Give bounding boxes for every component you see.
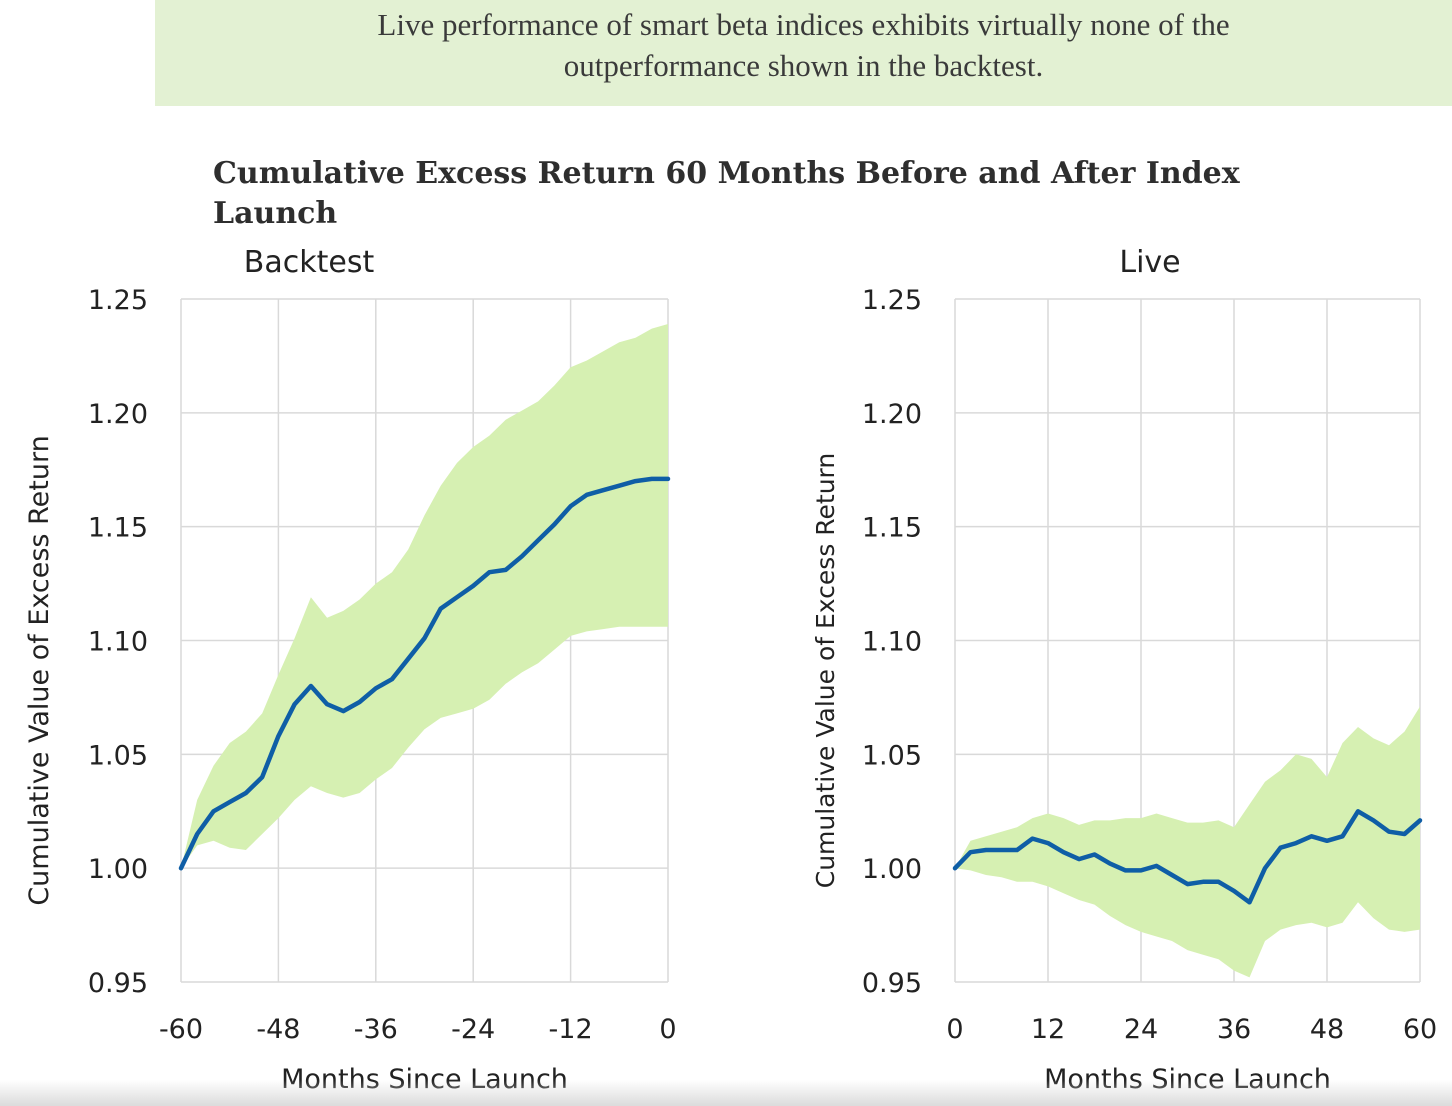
backtest-x-tick-label: 0 — [659, 1014, 676, 1045]
backtest-y-tick-label: 1.00 — [88, 854, 148, 885]
backtest-y-axis-title: Cumulative Value of Excess Return — [24, 435, 55, 905]
live-range-band — [955, 706, 1420, 978]
live-y-tick-label: 1.15 — [862, 513, 922, 544]
backtest-y-tick-label: 1.10 — [88, 627, 148, 658]
backtest-x-tick-label: -48 — [256, 1014, 300, 1045]
live-y-tick-label: 1.25 — [862, 285, 922, 316]
live-x-tick-label: 60 — [1403, 1014, 1437, 1045]
takeaway-text: Live performance of smart beta indices e… — [155, 4, 1452, 86]
backtest-average-line — [178, 476, 671, 871]
live-y-tick-label: 1.05 — [862, 740, 922, 771]
backtest-x-tick-label: -24 — [451, 1014, 495, 1045]
backtest-x-tick-label: -12 — [549, 1014, 593, 1045]
live-y-tick-label: 1.10 — [862, 627, 922, 658]
backtest-panel-title: Backtest — [244, 245, 375, 280]
live-panel-title: Live — [1119, 245, 1180, 280]
live-x-tick-label: 12 — [1031, 1014, 1065, 1045]
backtest-x-axis-title: Months Since Launch — [281, 1064, 568, 1095]
backtest-y-tick-label: 1.15 — [88, 513, 148, 544]
live-x-tick-label: 24 — [1124, 1014, 1158, 1045]
takeaway-line-2: outperformance shown in the backtest. — [563, 48, 1044, 83]
live-x-tick-label: 0 — [946, 1014, 963, 1045]
chart-title-line-1: Cumulative Excess Return 60 Months Befor… — [213, 156, 1240, 191]
backtest-range-band — [181, 324, 668, 869]
backtest-y-tick-label: 1.25 — [88, 285, 148, 316]
live-average-line — [952, 809, 1423, 905]
live-x-tick-label: 48 — [1310, 1014, 1344, 1045]
live-y-tick-label: 1.00 — [862, 854, 922, 885]
live-y-tick-label: 1.20 — [862, 399, 922, 430]
takeaway-banner: Live performance of smart beta indices e… — [155, 0, 1452, 106]
live-x-tick-label: 36 — [1217, 1014, 1251, 1045]
chart-title-line-2: Launch — [213, 196, 338, 231]
backtest-y-tick-label: 1.05 — [88, 740, 148, 771]
backtest-y-tick-label: 0.95 — [88, 968, 148, 999]
chart-title: Cumulative Excess Return 60 Months Befor… — [213, 154, 1313, 234]
backtest-x-tick-label: -36 — [354, 1014, 398, 1045]
live-x-axis-title: Months Since Launch — [1044, 1064, 1331, 1095]
live-y-axis-title: Cumulative Value of Excess Return — [811, 453, 840, 889]
backtest-y-tick-label: 1.20 — [88, 399, 148, 430]
takeaway-line-1: Live performance of smart beta indices e… — [377, 7, 1230, 42]
backtest-x-tick-label: -60 — [159, 1014, 203, 1045]
live-y-tick-label: 0.95 — [862, 968, 922, 999]
